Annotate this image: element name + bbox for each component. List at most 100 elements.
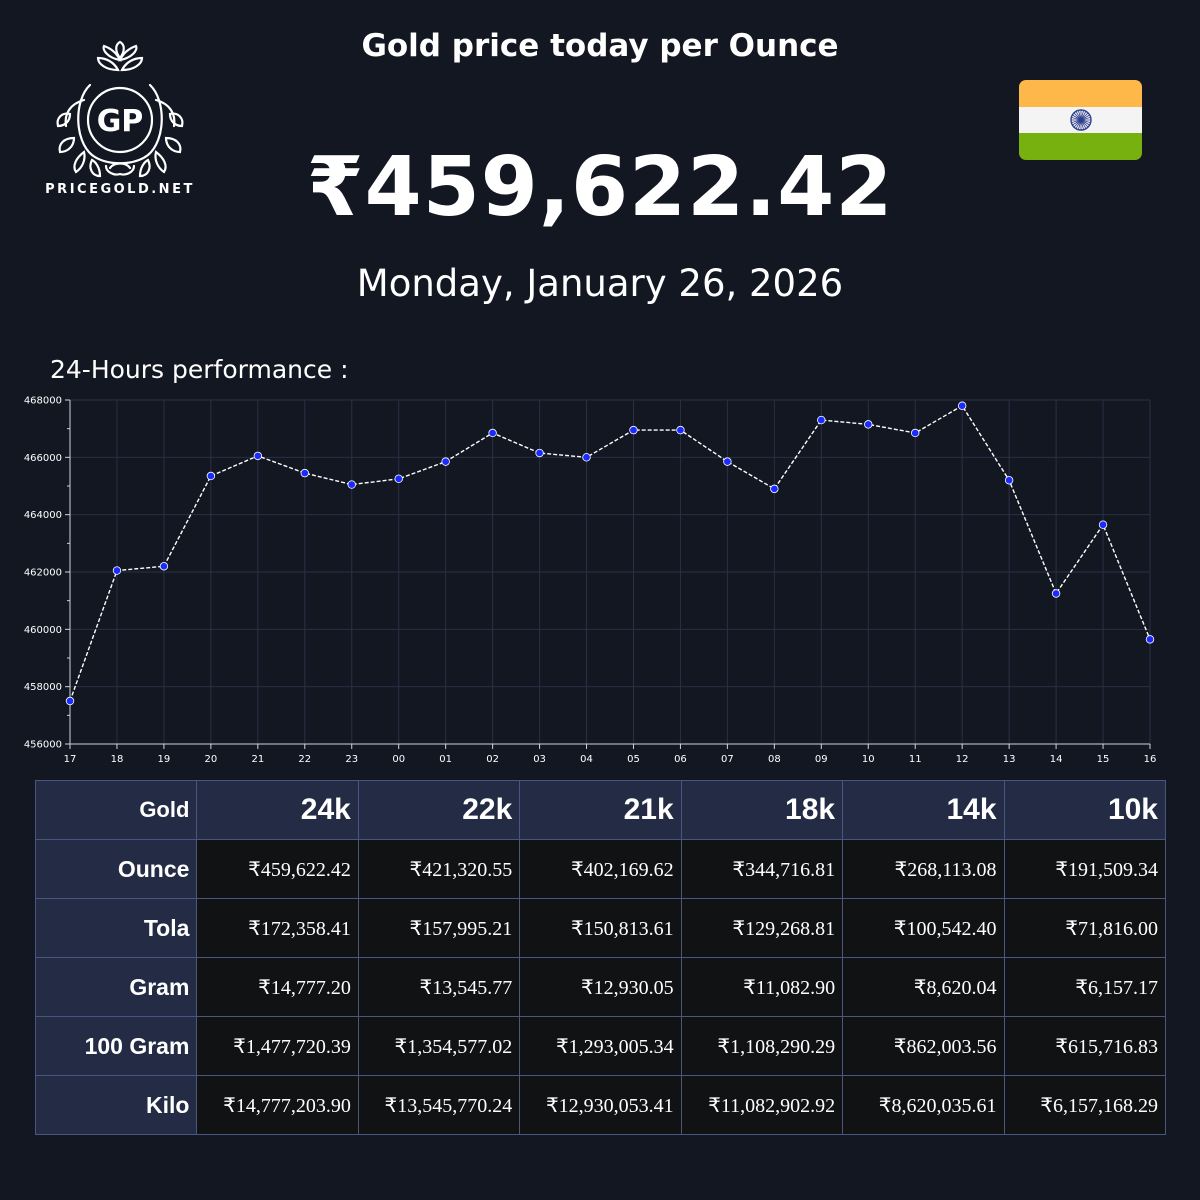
- column-header-14k: 14k: [842, 780, 1005, 840]
- price-cell: ₹14,777.20: [196, 957, 359, 1017]
- price-cell: ₹459,622.42: [196, 839, 359, 899]
- data-point: [582, 453, 591, 462]
- row-label: Ounce: [34, 839, 198, 899]
- price-cell: ₹12,930.05: [519, 957, 682, 1017]
- data-point: [535, 448, 544, 458]
- x-tick-label: 07: [721, 754, 734, 765]
- page-title: Gold price today per Ounce: [361, 28, 839, 64]
- data-point: [864, 420, 873, 429]
- price-cell: ₹6,157.17: [1003, 957, 1167, 1017]
- data-point: [723, 457, 732, 466]
- table-row: Tola ₹172,358.41 ₹157,995.21 ₹150,813.61 ₹12…: [34, 898, 1167, 958]
- data-point: [253, 451, 263, 461]
- price-cell: ₹862,003.56: [842, 1016, 1005, 1076]
- data-point: [911, 428, 920, 438]
- x-tick-label: 05: [627, 754, 640, 765]
- data-point: [817, 415, 826, 425]
- y-tick-label: 456000: [24, 740, 62, 751]
- data-point: [1145, 635, 1155, 644]
- data-point: [957, 401, 967, 410]
- data-point: [441, 457, 450, 466]
- performance-label: 24-Hours performance :: [50, 355, 349, 384]
- india-flag-icon: [1019, 80, 1142, 160]
- x-tick-label: 06: [674, 754, 687, 765]
- x-tick-label: 11: [909, 754, 922, 765]
- data-point: [394, 474, 403, 484]
- price-cell: ₹421,320.55: [357, 839, 521, 899]
- y-tick-label: 464000: [24, 510, 62, 521]
- price-cell: ₹12,930,053.41: [519, 1075, 682, 1135]
- ashoka-chakra-icon: [1070, 108, 1092, 131]
- column-header-24k: 24k: [196, 780, 359, 840]
- price-cell: ₹172,358.41: [196, 898, 359, 958]
- x-tick-label: 03: [533, 754, 546, 765]
- price-chart: 456000 458000 460000 462000 464000 466000 4680…: [0, 390, 1200, 770]
- brand-name: PRICEGOLD.NET: [45, 182, 195, 197]
- data-point: [1004, 476, 1014, 485]
- data-point: [300, 468, 309, 478]
- x-tick-label: 20: [205, 754, 218, 765]
- price-cell: ₹1,293,005.34: [519, 1016, 682, 1076]
- table-row: 100 Gram ₹1,477,720.39 ₹1,354,577.02 ₹1,293…: [34, 1016, 1167, 1076]
- data-point: [347, 480, 356, 489]
- series-line: [69, 404, 1151, 702]
- x-tick-label: 00: [392, 754, 405, 765]
- x-tick-label: 09: [815, 754, 828, 765]
- x-tick-label: 22: [298, 754, 311, 765]
- price-cell: ₹11,082.90: [680, 957, 844, 1017]
- pricegold-logo: GP: [56, 40, 184, 178]
- price-cell: ₹1,354,577.02: [357, 1016, 521, 1076]
- price-cell: ₹100,542.40: [842, 898, 1005, 958]
- price-cell: ₹14,777,203.90: [196, 1075, 359, 1135]
- x-tick-label: 08: [768, 754, 781, 765]
- price-cell: ₹615,716.83: [1003, 1016, 1167, 1076]
- price-cell: ₹129,268.81: [680, 898, 844, 958]
- row-label: Tola: [34, 898, 198, 958]
- data-point: [112, 566, 122, 575]
- price-cell: ₹402,169.62: [519, 839, 682, 899]
- x-tick-label: 02: [486, 754, 499, 765]
- column-header-21k: 21k: [519, 780, 682, 840]
- line-chart: 456000 458000 460000 462000 464000 466000 4680…: [24, 396, 1157, 766]
- x-tick-label: 16: [1144, 754, 1157, 765]
- price-cell: ₹13,545,770.24: [357, 1075, 521, 1135]
- price-cell: ₹11,082,902.92: [680, 1075, 844, 1135]
- price-date: Monday, January 26, 2026: [356, 262, 844, 305]
- price-cell: ₹6,157,168.29: [1003, 1075, 1167, 1135]
- price-cell: ₹13,545.77: [357, 957, 521, 1017]
- x-tick-label: 04: [580, 754, 593, 765]
- data-point: [159, 562, 169, 571]
- x-tick-label: 19: [158, 754, 171, 765]
- data-point: [1098, 520, 1108, 529]
- price-table: Gold 24k 22k 21k 18k 14k 10k Ounce ₹459,622.42…: [34, 780, 1167, 1135]
- x-tick-label: 15: [1097, 754, 1110, 765]
- data-point: [770, 484, 779, 494]
- x-tick-label: 01: [439, 754, 452, 765]
- table-row: Gram ₹14,777.20 ₹13,545.77 ₹12,930.05 ₹11,08…: [34, 957, 1167, 1017]
- x-tick-label: 12: [956, 754, 969, 765]
- y-tick-label: 468000: [24, 396, 62, 407]
- table-row: Ounce ₹459,622.42 ₹421,320.55 ₹402,169.62 ₹3…: [34, 839, 1167, 899]
- x-tick-label: 23: [345, 754, 358, 765]
- x-tick-label: 17: [64, 754, 77, 765]
- column-header-22k: 22k: [357, 780, 521, 840]
- table-row: Kilo ₹14,777,203.90 ₹13,545,770.24 ₹12,930,…: [34, 1075, 1167, 1135]
- x-tick-label: 18: [111, 754, 124, 765]
- y-tick-label: 466000: [24, 453, 62, 464]
- column-header-18k: 18k: [680, 780, 844, 840]
- x-tick-label: 13: [1003, 754, 1016, 765]
- data-point: [488, 428, 497, 438]
- x-tick-label: 14: [1050, 754, 1063, 765]
- column-header-10k: 10k: [1003, 780, 1167, 840]
- x-tick-label: 10: [862, 754, 875, 765]
- x-tick-label: 21: [251, 754, 264, 765]
- data-point: [206, 471, 216, 481]
- data-point: [65, 696, 75, 706]
- price-cell: ₹344,716.81: [680, 839, 844, 899]
- price-cell: ₹268,113.08: [842, 839, 1005, 899]
- price-cell: ₹191,509.34: [1003, 839, 1167, 899]
- row-label: Gram: [34, 957, 198, 1017]
- table-corner-label: Gold: [34, 780, 198, 840]
- data-point: [1051, 589, 1061, 598]
- price-cell: ₹157,995.21: [357, 898, 521, 958]
